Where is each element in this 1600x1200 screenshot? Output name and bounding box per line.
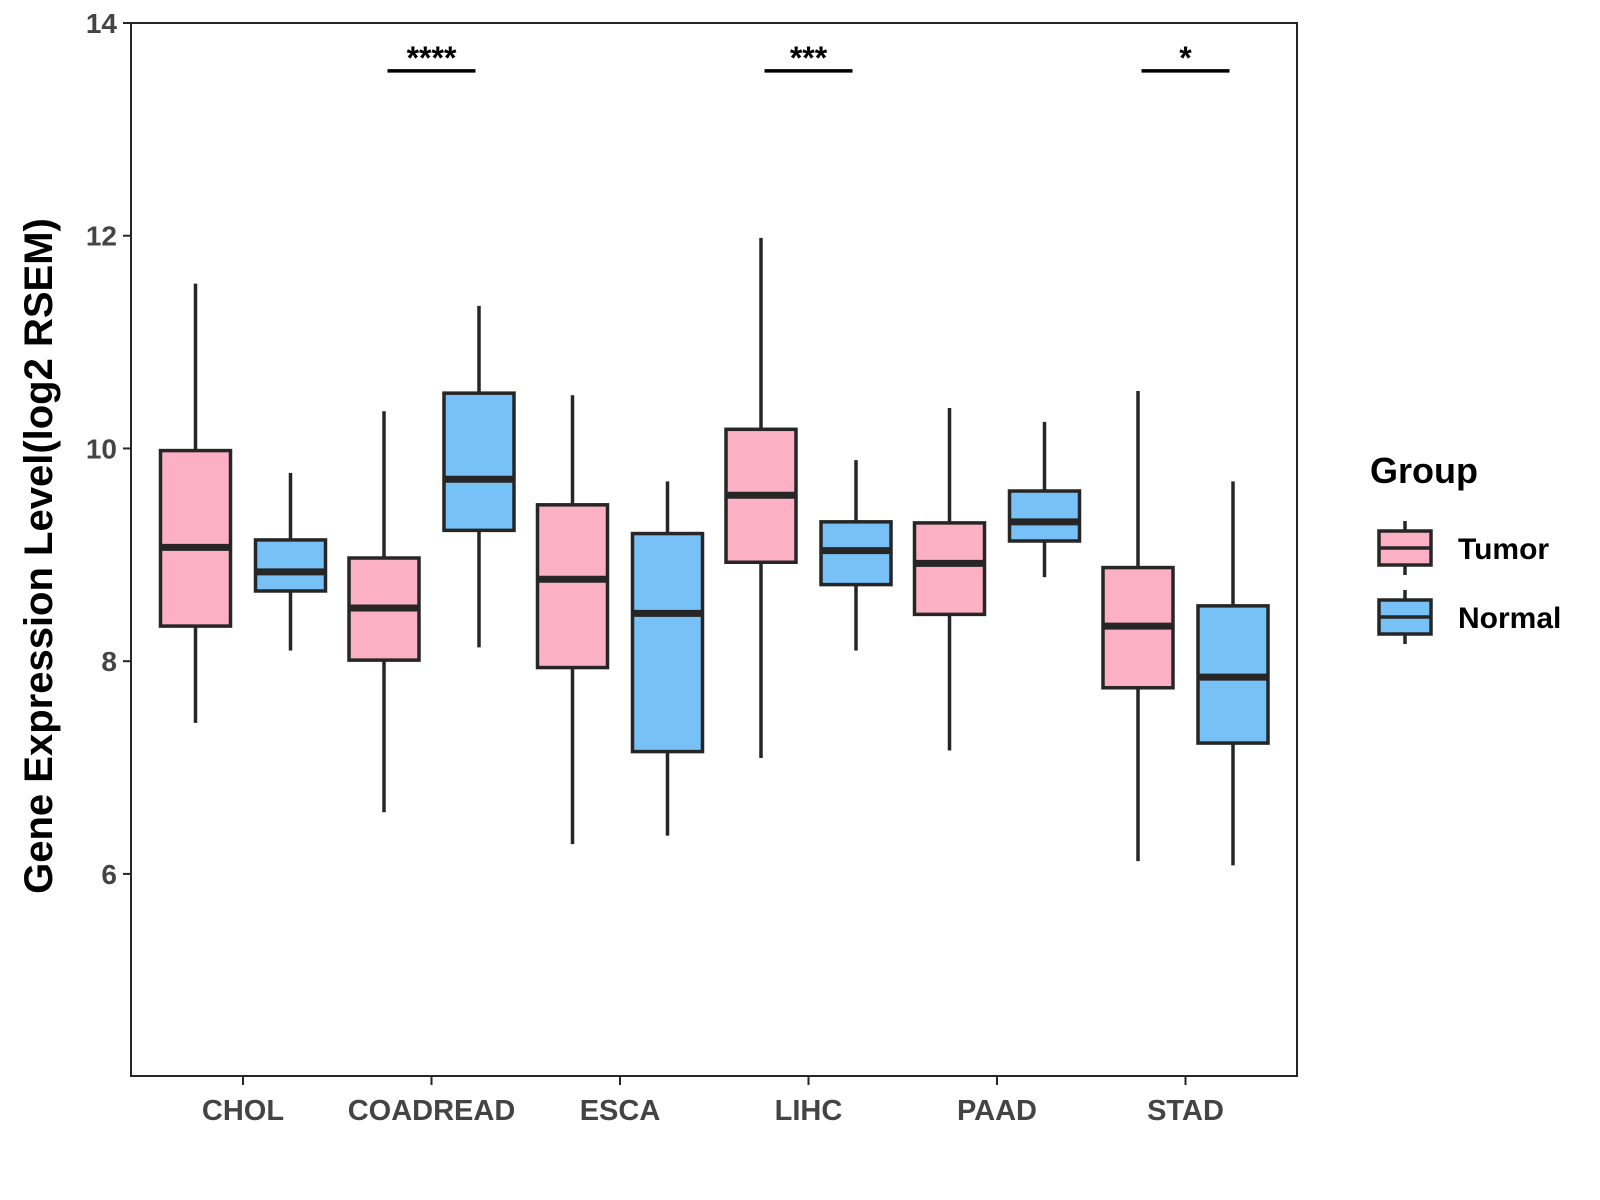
x-tick-label: STAD [1147, 1095, 1224, 1127]
x-tick-label: COADREAD [348, 1095, 516, 1127]
legend-key-normal [1377, 590, 1433, 644]
box-normal-coadread [442, 305, 516, 648]
box-tumor-stad [1101, 391, 1175, 862]
box-normal-chol [253, 472, 328, 651]
box-tumor-paad [912, 408, 987, 751]
y-tick-label: 12 [86, 221, 117, 252]
x-tick-label: ESCA [580, 1095, 661, 1127]
y-tick-label: 10 [86, 433, 117, 464]
box-tumor-lihc [724, 237, 798, 758]
box-iqr [158, 448, 233, 628]
box-iqr [1007, 489, 1082, 543]
significance-label: * [1179, 40, 1192, 76]
x-tick-label: LIHC [775, 1095, 843, 1127]
box-iqr [253, 538, 328, 593]
significance-label: **** [407, 40, 457, 76]
plot-panel-border [130, 22, 1298, 1077]
legend-label-tumor: Tumor [1458, 533, 1549, 566]
legend-label-normal: Normal [1458, 602, 1561, 635]
y-tick-label: 8 [101, 646, 117, 677]
box-iqr [630, 531, 705, 754]
legend: Group Tumor Normal [1370, 450, 1561, 644]
x-tick-label: PAAD [957, 1095, 1037, 1127]
y-tick-label: 14 [86, 8, 118, 39]
box-normal-lihc [819, 460, 893, 651]
box-tumor-esca [535, 395, 610, 845]
y-tick-label: 6 [101, 859, 117, 890]
legend-title: Group [1370, 450, 1478, 491]
box-tumor-chol [158, 283, 233, 723]
legend-key-tumor [1377, 521, 1433, 575]
box-normal-stad [1196, 481, 1270, 866]
y-axis-title: Gene Expression Level(log2 RSEM) [17, 218, 61, 894]
box-iqr [535, 503, 610, 670]
significance-label: *** [790, 40, 828, 76]
x-tick-label: CHOL [202, 1095, 284, 1127]
box-normal-paad [1007, 421, 1082, 578]
box-iqr [912, 521, 987, 617]
box-tumor-coadread [347, 411, 421, 813]
box-iqr [442, 391, 516, 533]
box-normal-esca [630, 481, 705, 836]
